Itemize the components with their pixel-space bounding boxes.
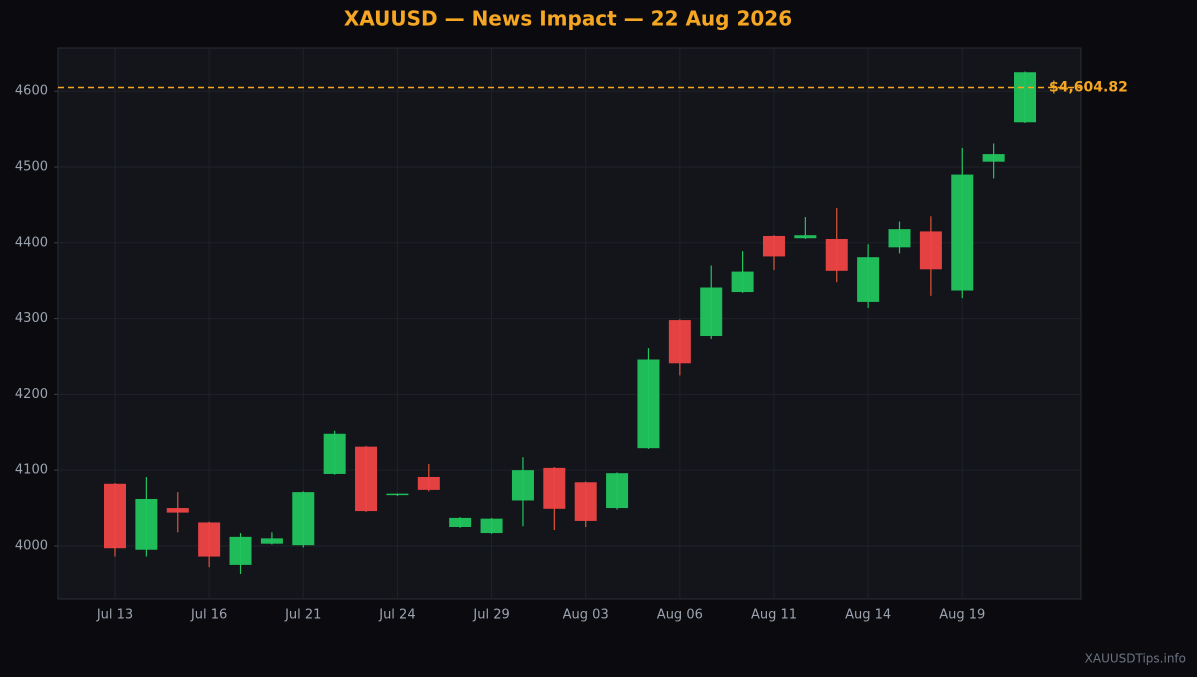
y-tick-label: 4100 — [15, 463, 48, 478]
x-tick-label: Jul 13 — [96, 608, 133, 623]
candle-body — [355, 446, 378, 512]
candle-body — [323, 433, 346, 474]
candle-body — [229, 536, 252, 565]
y-tick-label: 4500 — [15, 159, 48, 174]
candle-body — [135, 498, 158, 550]
candle-body — [637, 359, 660, 449]
candle-body — [606, 473, 629, 509]
candle-body — [511, 470, 534, 501]
candle-body — [1014, 72, 1037, 123]
candle-body — [668, 320, 691, 364]
candle-body — [700, 287, 723, 337]
candle-body — [198, 522, 221, 557]
price-label: $4,604.82 — [1049, 80, 1128, 96]
x-tick-label: Jul 16 — [190, 608, 227, 623]
candle-body — [543, 467, 566, 509]
x-tick-label: Jul 21 — [284, 608, 321, 623]
candle-body — [449, 517, 472, 527]
y-tick-label: 4200 — [15, 387, 48, 402]
candle-body — [480, 518, 503, 534]
candle-body — [951, 174, 974, 291]
plot-area — [57, 47, 1082, 600]
candle-body — [825, 238, 848, 271]
candle-body — [762, 235, 785, 257]
x-tick-label: Aug 06 — [657, 608, 703, 623]
candle-body — [386, 493, 409, 496]
x-tick-label: Aug 19 — [939, 608, 985, 623]
candle-body — [982, 154, 1005, 162]
chart-title: XAUUSD — News Impact — 22 Aug 2026 — [344, 7, 792, 31]
candle-body — [574, 482, 597, 521]
candle-body — [292, 492, 315, 546]
candle-body — [919, 231, 942, 270]
y-tick-label: 4000 — [15, 538, 48, 553]
x-tick-label: Aug 14 — [845, 608, 891, 623]
candle-body — [104, 483, 126, 549]
candle-body — [857, 257, 880, 302]
candle-body — [731, 271, 754, 293]
candle-body — [166, 508, 189, 513]
candle-body — [888, 229, 911, 248]
candle-body — [794, 235, 817, 239]
candle-body — [260, 538, 283, 544]
x-tick-label: Jul 29 — [472, 608, 509, 623]
y-tick-label: 4400 — [15, 235, 48, 250]
x-tick-label: Aug 11 — [751, 608, 797, 623]
watermark: XAUUSDTips.info — [1085, 652, 1186, 666]
x-tick-label: Jul 24 — [378, 608, 415, 623]
y-tick-label: 4600 — [15, 84, 48, 99]
candle-body — [417, 476, 440, 490]
y-tick-label: 4300 — [15, 311, 48, 326]
x-tick-label: Aug 03 — [563, 608, 609, 623]
